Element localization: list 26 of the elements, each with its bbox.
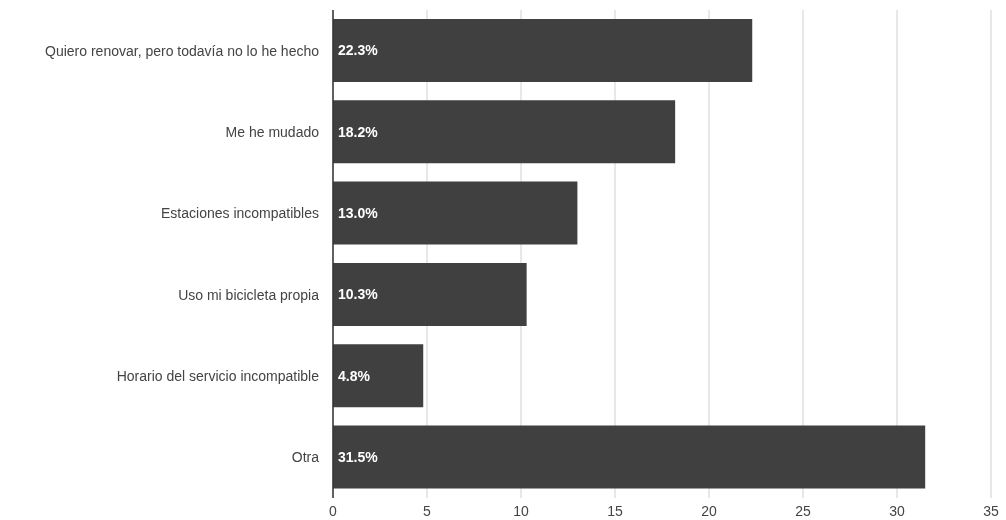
x-tick-label: 10 [513, 502, 529, 519]
y-tick-label: Quiero renovar, pero todavía no lo he hecho [45, 42, 320, 59]
x-tick-label: 25 [795, 502, 811, 519]
x-tick-label: 35 [983, 502, 999, 519]
data-label: 31.5% [338, 449, 379, 466]
x-tick-label: 0 [329, 502, 338, 519]
y-tick-label: Estaciones incompatibles [161, 205, 319, 222]
data-label: 10.3% [338, 286, 379, 303]
y-tick-label: Me he mudado [225, 123, 320, 140]
bar [333, 100, 676, 164]
y-tick-label: Uso mi bicicleta propia [178, 286, 320, 303]
bar [333, 262, 527, 326]
bar [333, 425, 926, 489]
data-label: 4.8% [338, 367, 371, 384]
x-tick-label: 20 [701, 502, 717, 519]
bar [333, 344, 424, 408]
data-label: 13.0% [338, 205, 379, 222]
x-tick-label: 5 [423, 502, 432, 519]
y-tick-label: Horario del servicio incompatible [116, 367, 320, 384]
bar [333, 18, 753, 82]
data-label: 22.3% [338, 42, 379, 59]
y-tick-label: Otra [291, 449, 320, 466]
data-label: 18.2% [338, 123, 379, 140]
x-tick-label: 30 [889, 502, 905, 519]
bar [333, 181, 578, 245]
x-tick-label: 15 [607, 502, 623, 519]
